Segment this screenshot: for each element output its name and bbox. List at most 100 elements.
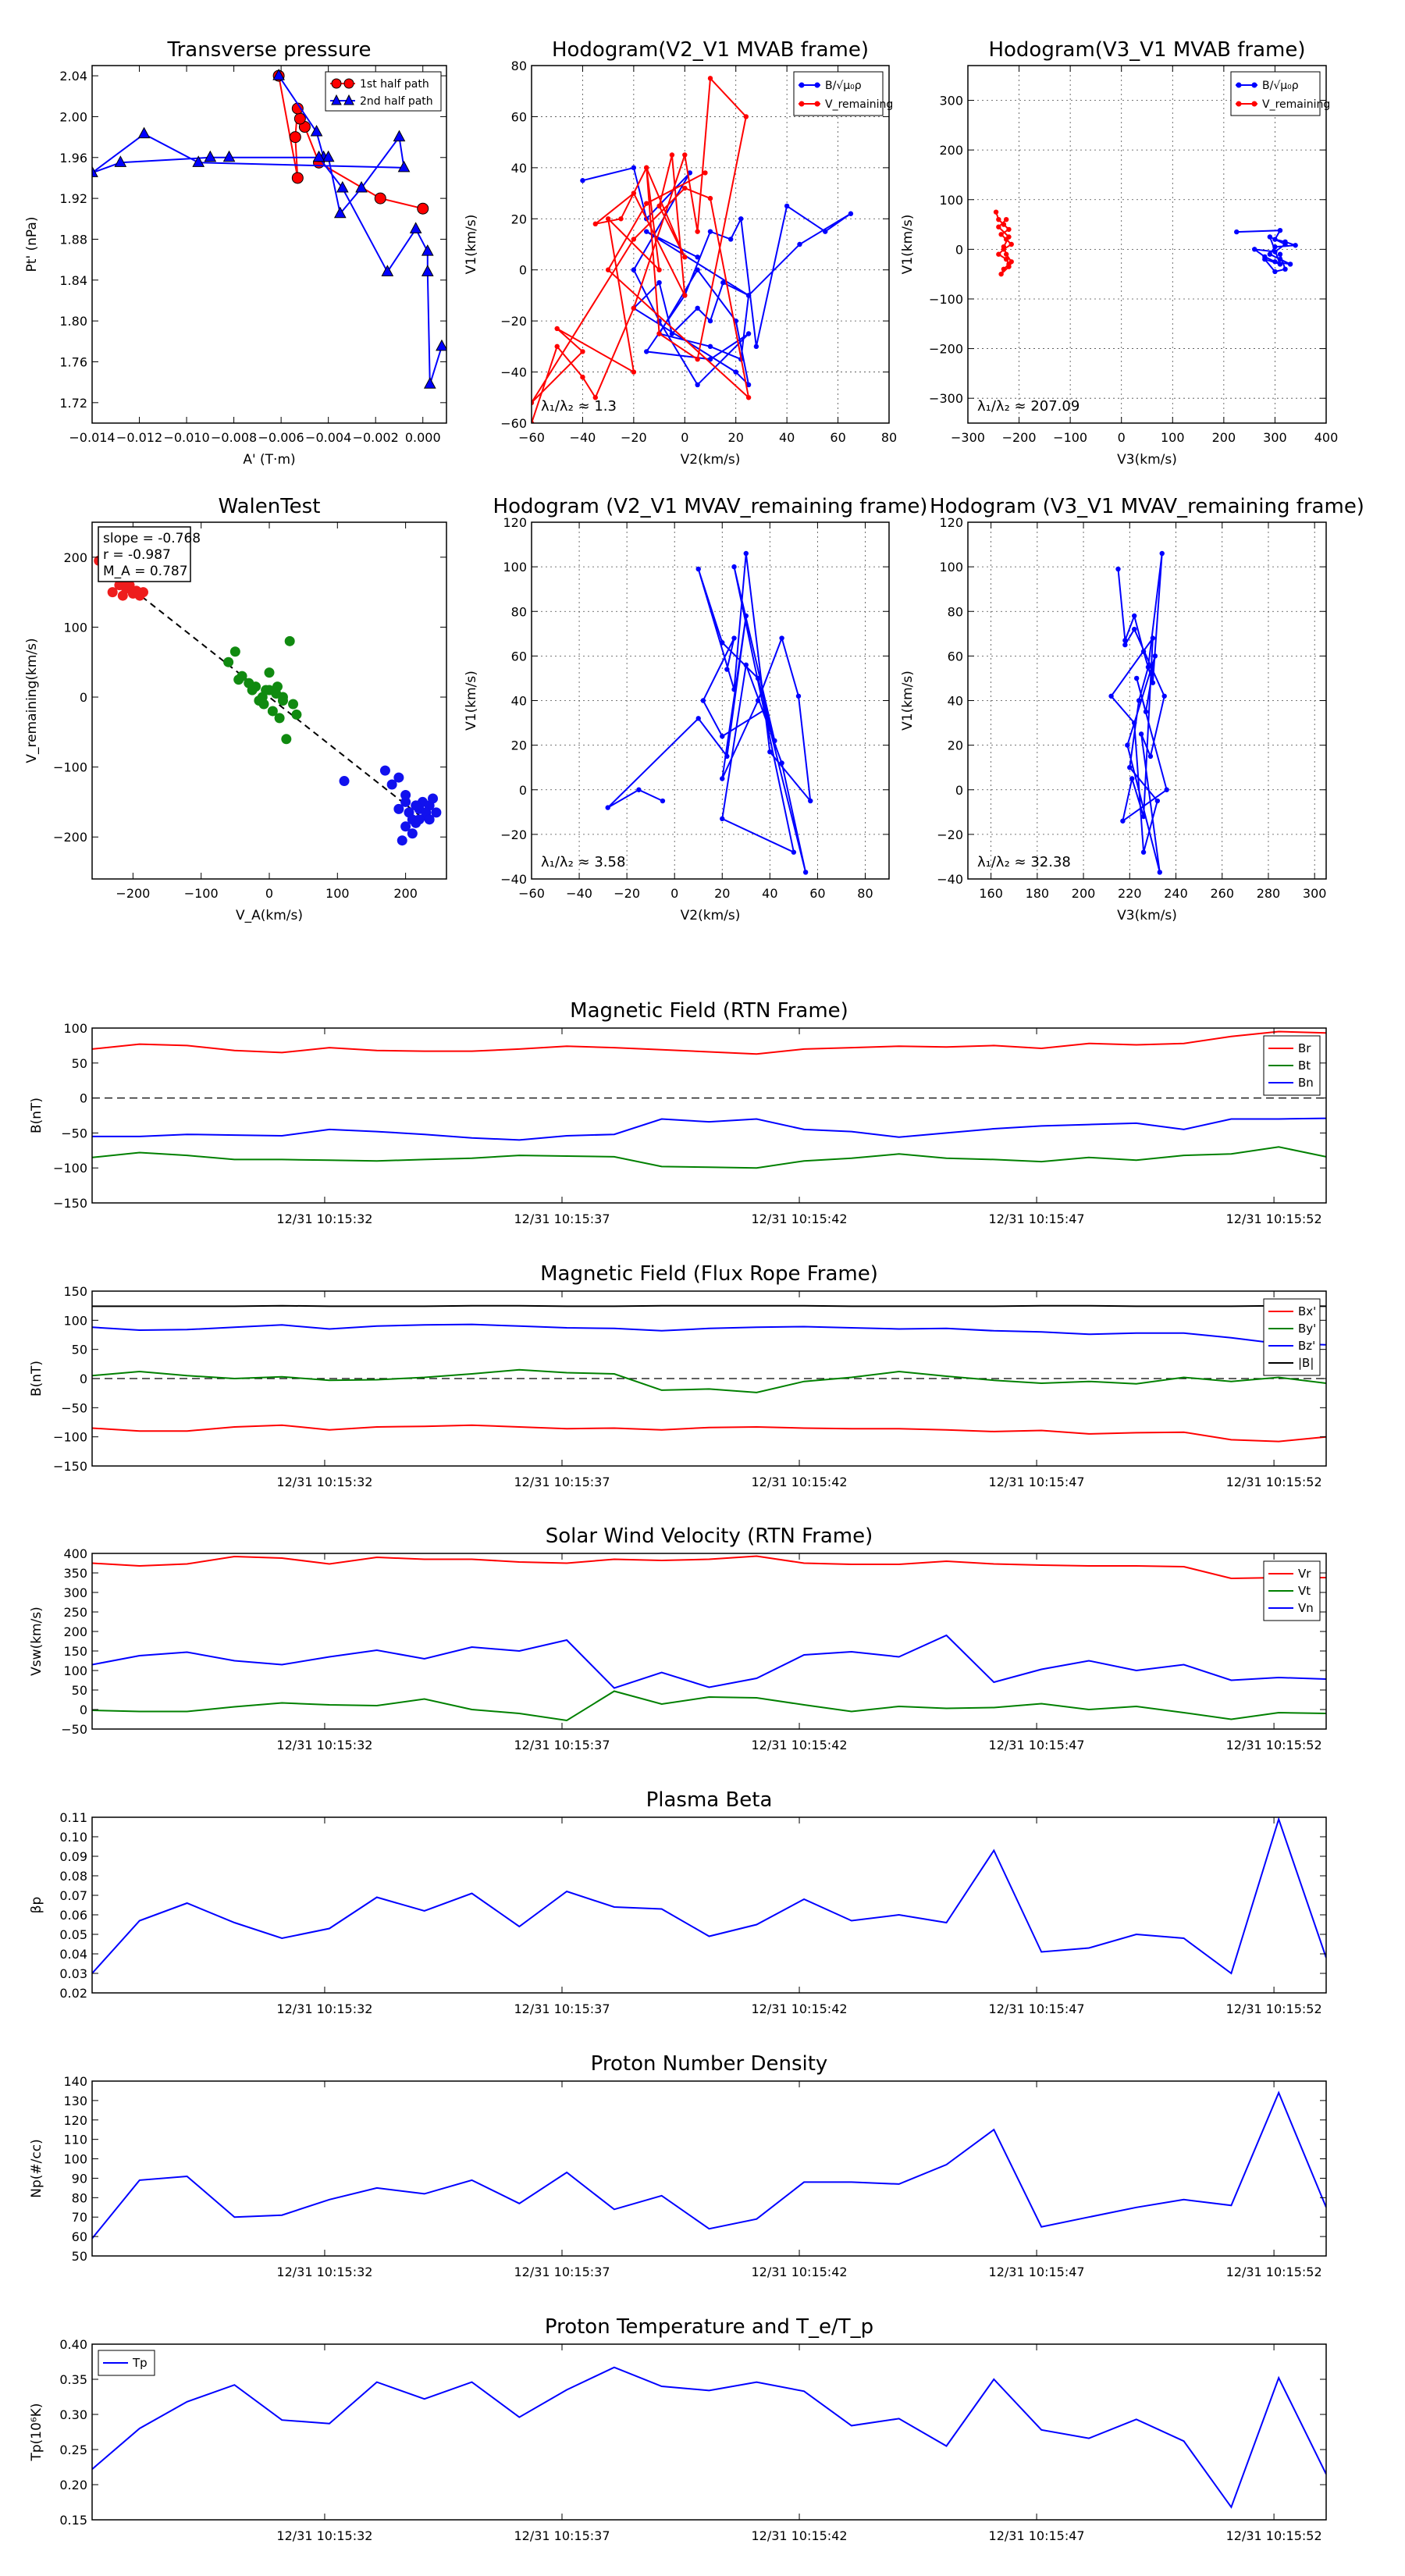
transverse_pressure-xtick-label: −0.008 bbox=[211, 430, 257, 445]
walen_test-ytick-label: −200 bbox=[53, 830, 87, 845]
transverse_pressure-series-1-marker bbox=[192, 155, 205, 167]
hodogram_v2_v1_mvav-series-0-marker bbox=[695, 566, 701, 572]
magnetic_field_fluxrope-xtick-label: 12/31 10:15:47 bbox=[989, 1475, 1085, 1489]
hodogram_v2_v1_mvab-series-0-marker bbox=[695, 267, 700, 272]
hodogram_v3_v1_mvav-series-0-marker bbox=[1150, 635, 1156, 641]
proton_temperature-ytick-label: 0.25 bbox=[59, 2443, 87, 2457]
magnetic_field_rtn-ytick-label: −100 bbox=[53, 1161, 87, 1176]
hodogram_v3_v1_mvab-series-1-marker bbox=[993, 209, 999, 215]
hodogram_v3_v1_mvav-xtick-label: 300 bbox=[1303, 886, 1327, 901]
transverse_pressure-ytick-label: 1.72 bbox=[59, 396, 87, 411]
hodogram_v2_v1_mvav-xtick-label: 80 bbox=[857, 886, 873, 901]
hodogram_v2_v1_mvab-legend bbox=[793, 71, 884, 116]
hodogram_v2_v1_mvav-xtick-label: 40 bbox=[762, 886, 777, 901]
hodogram_v3_v1_mvab-series-0-marker bbox=[1293, 243, 1298, 248]
proton_temperature-ytick-label: 0.35 bbox=[59, 2372, 87, 2387]
hodogram_v2_v1_mvav-ytick-label: 120 bbox=[503, 515, 527, 530]
hodogram_v3_v1_mvav-series-0-marker bbox=[1132, 613, 1137, 619]
transverse_pressure-ytick-label: 1.76 bbox=[59, 354, 87, 369]
hodogram_v3_v1_mvab-xtick-label: 100 bbox=[1161, 430, 1185, 445]
proton_density-ytick-label: 50 bbox=[72, 2249, 87, 2264]
hodogram_v2_v1_mvav-series-0-marker bbox=[720, 776, 725, 781]
solar_wind_velocity-ytick-label: 350 bbox=[63, 1566, 87, 1581]
hodogram_v2_v1_mvab-series-0-marker bbox=[797, 241, 802, 247]
proton_density-ytick-label: 60 bbox=[72, 2229, 87, 2244]
magnetic_field_rtn-title: Magnetic Field (RTN Frame) bbox=[570, 999, 848, 1023]
proton_density-ytick-label: 140 bbox=[63, 2074, 87, 2089]
hodogram_v2_v1_mvab-series-0-marker bbox=[631, 267, 637, 272]
hodogram_v2_v1_mvab-xtick-label: −20 bbox=[621, 430, 647, 445]
plasma_beta-ytick-label: 0.03 bbox=[59, 1966, 87, 1981]
magnetic_field_rtn-ytick-label: 50 bbox=[72, 1056, 87, 1071]
magnetic_field_rtn-xtick-label: 12/31 10:15:47 bbox=[989, 1212, 1085, 1226]
plasma_beta-ytick-label: 0.07 bbox=[59, 1888, 87, 1903]
hodogram_v2_v1_mvab-series-1-marker bbox=[631, 369, 637, 375]
hodogram_v2_v1_mvav-series-0-marker bbox=[802, 870, 809, 875]
transverse_pressure-ytick-label: 1.92 bbox=[59, 191, 87, 206]
solar_wind_velocity-ytick-label: 150 bbox=[63, 1644, 87, 1659]
hodogram_v3_v1_mvab-legend-marker bbox=[1251, 101, 1257, 107]
hodogram_v2_v1_mvav-series-0-marker bbox=[795, 693, 802, 699]
proton_density-ytick-label: 110 bbox=[63, 2133, 87, 2147]
hodogram_v3_v1_mvav-series-0-marker bbox=[1122, 642, 1128, 648]
transverse_pressure-ytick-label: 2.04 bbox=[59, 69, 87, 84]
walen_test-series-2-point bbox=[431, 807, 442, 818]
hodogram_v2_v1_mvab-series-0-marker bbox=[720, 279, 726, 286]
walen_test-series-1-point bbox=[277, 692, 288, 703]
plasma_beta-xtick-label: 12/31 10:15:37 bbox=[514, 2001, 610, 2016]
hodogram_v2_v1_mvab-series-1-marker bbox=[695, 229, 700, 234]
walen_test-series-2-point bbox=[393, 772, 404, 783]
solar_wind_velocity-xtick-label: 12/31 10:15:42 bbox=[752, 1738, 848, 1752]
transverse_pressure-series-1-marker bbox=[381, 265, 394, 276]
hodogram_v3_v1_mvab-series-0-marker bbox=[1272, 259, 1278, 265]
hodogram_v2_v1_mvab-series-1-marker bbox=[532, 420, 535, 423]
hodogram_v2_v1_mvav-ytick-label: 0 bbox=[519, 783, 527, 798]
hodogram_v3_v1_mvav-series-0-marker bbox=[1129, 776, 1135, 781]
hodogram_v3_v1_mvav-ytick-label: 40 bbox=[948, 694, 963, 709]
magnetic_field_rtn-ytick-label: 100 bbox=[63, 1021, 87, 1036]
hodogram_v3_v1_mvab-series-0-marker bbox=[1272, 244, 1278, 250]
hodogram_v2_v1_mvav-series-0-marker bbox=[724, 753, 730, 760]
hodogram_v2_v1_mvab-ytick-label: 0 bbox=[519, 263, 527, 278]
walen_test-ytick-label: 0 bbox=[80, 690, 87, 705]
proton_temperature-ytick-label: 0.20 bbox=[59, 2478, 87, 2492]
hodogram_v3_v1_mvav-series-0-marker bbox=[1147, 753, 1154, 760]
hodogram_v3_v1_mvab-xtick-label: −300 bbox=[951, 430, 985, 445]
magnetic_field_rtn-series-2-line bbox=[92, 1117, 1326, 1141]
transverse_pressure-series-1-marker bbox=[312, 150, 325, 162]
hodogram_v3_v1_mvav-series-0-marker bbox=[1164, 787, 1169, 792]
hodogram_v3_v1_mvab-ytick-label: 200 bbox=[939, 143, 963, 158]
hodogram_v2_v1_mvab-series-0-marker bbox=[695, 382, 700, 388]
walen_test-ytick-label: 100 bbox=[63, 620, 87, 635]
walen_test-xtick-label: 0 bbox=[265, 886, 273, 901]
hodogram_v3_v1_mvav-ytick-label: −40 bbox=[937, 872, 963, 887]
proton_temperature-xtick-label: 12/31 10:15:47 bbox=[989, 2528, 1085, 2543]
hodogram_v2_v1_mvab-xlabel: V2(km/s) bbox=[681, 452, 741, 468]
hodogram_v3_v1_mvab-series-1-marker bbox=[1006, 226, 1012, 233]
proton_temperature-legend-label: Tp bbox=[132, 2356, 148, 2370]
hodogram_v2_v1_mvab-series-0-marker bbox=[695, 254, 700, 260]
transverse_pressure-data-layer bbox=[92, 69, 446, 389]
solar_wind_velocity-legend-label: Vr bbox=[1298, 1567, 1311, 1581]
hodogram_v2_v1_mvav-series-0-marker bbox=[731, 564, 737, 570]
transverse_pressure-legend-marker bbox=[331, 78, 342, 89]
hodogram_v2_v1_mvab-series-1-marker bbox=[644, 201, 649, 206]
hodogram_v2_v1_mvav-series-0-marker bbox=[767, 749, 773, 755]
walen_test-series-1-point bbox=[229, 646, 240, 657]
walen_test-xtick-label: 200 bbox=[393, 886, 418, 901]
transverse_pressure-series-0-marker bbox=[374, 192, 386, 205]
hodogram_v2_v1_mvab-series-0-marker bbox=[631, 165, 637, 171]
hodogram_v2_v1_mvav-ytick-label: 100 bbox=[503, 560, 527, 575]
hodogram_v2_v1_mvab-series-0-marker bbox=[695, 305, 700, 311]
plasma_beta-ytick-label: 0.06 bbox=[59, 1908, 87, 1923]
solar_wind_velocity-legend-label: Vt bbox=[1298, 1584, 1311, 1598]
solar_wind_velocity-ytick-label: 300 bbox=[63, 1585, 87, 1600]
transverse_pressure-series-1-marker bbox=[204, 150, 217, 162]
hodogram_v3_v1_mvav-series-0-line bbox=[1110, 553, 1168, 873]
hodogram_v2_v1_mvab-series-1-marker bbox=[592, 395, 598, 400]
solar_wind_velocity-ytick-label: 50 bbox=[72, 1683, 87, 1698]
hodogram_v3_v1_mvab-ytick-label: 100 bbox=[939, 193, 963, 208]
proton_temperature-xtick-label: 12/31 10:15:32 bbox=[276, 2528, 372, 2543]
hodogram_v2_v1_mvav-series-0-marker bbox=[763, 706, 768, 713]
solar_wind_velocity-xtick-label: 12/31 10:15:32 bbox=[276, 1738, 372, 1752]
